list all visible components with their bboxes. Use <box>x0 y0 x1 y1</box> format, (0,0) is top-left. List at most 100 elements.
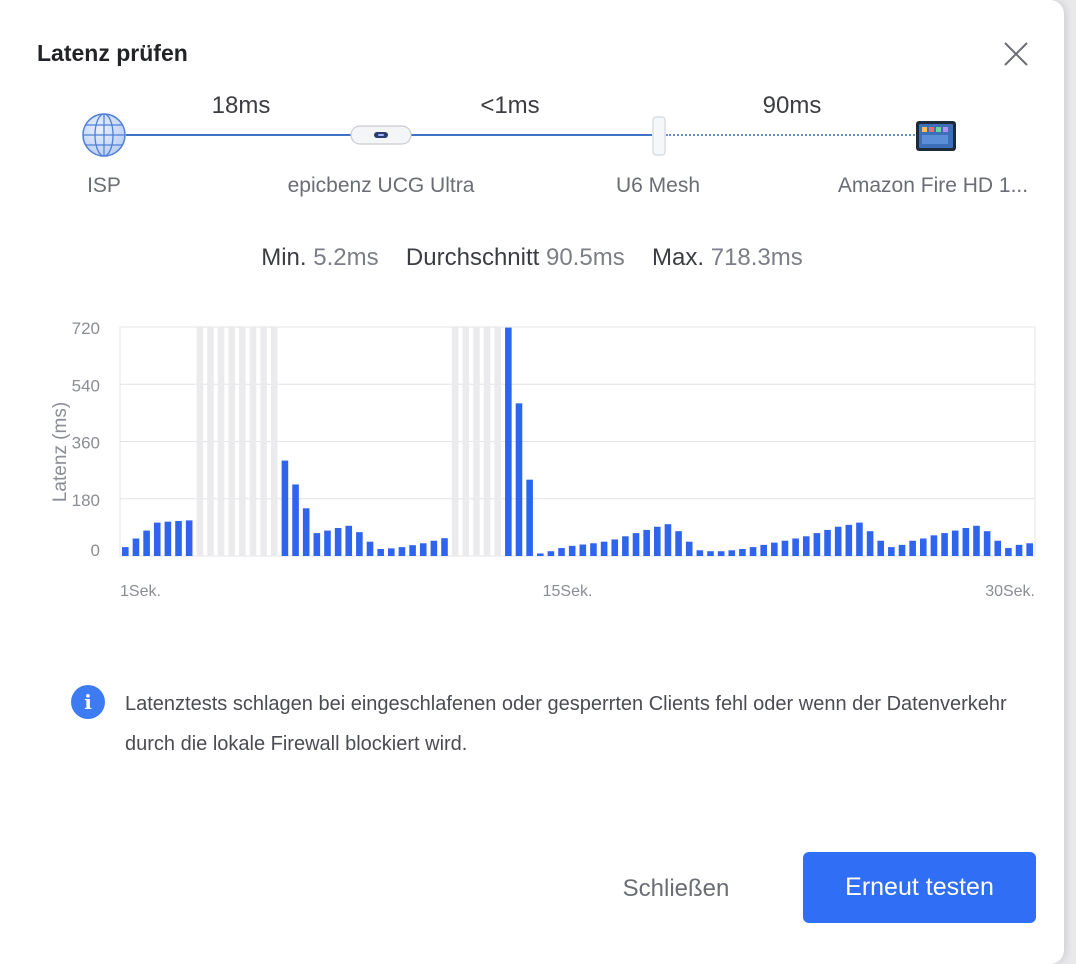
node-label-client: Amazon Fire HD 1... <box>837 174 1029 197</box>
chart-bar <box>685 541 693 556</box>
chart-bar <box>643 529 650 556</box>
latency-chart: 0 180 360 540 720 1Sek. 15Sek. 30Sek. Latenz (ms… <box>50 319 1036 600</box>
info-icon: i <box>71 685 105 719</box>
chart-failed-bar <box>451 327 459 556</box>
chart-bar <box>536 553 544 556</box>
chart-bar <box>313 533 321 556</box>
chart-bar <box>515 403 523 556</box>
link-gateway-ap <box>408 134 652 136</box>
globe-icon <box>82 113 126 157</box>
chart-bar <box>919 538 927 556</box>
chart-bar <box>994 540 1002 556</box>
chart-bar <box>962 528 970 556</box>
chart-bar <box>547 551 555 556</box>
chart-bar <box>1015 544 1023 556</box>
chart-bar <box>653 526 661 556</box>
access-point-icon <box>652 116 666 156</box>
chart-bar <box>388 548 395 556</box>
chart-bar <box>973 525 980 556</box>
chart-bar <box>164 521 172 556</box>
chart-bar <box>696 550 704 556</box>
close-button[interactable]: Schließen <box>600 856 752 922</box>
chart-failed-bar <box>462 327 470 556</box>
chart-bar <box>526 479 533 556</box>
chart-bar <box>366 541 374 556</box>
chart-bar <box>856 522 863 556</box>
chart-bar <box>760 544 767 556</box>
chart-bar <box>1026 543 1033 556</box>
chart-failed-bar <box>207 327 214 556</box>
chart-bar <box>441 538 448 556</box>
max-label: Max. <box>652 244 705 271</box>
latency-stats: Min. 5.2ms Durchschnitt 90.5ms Max. 718.… <box>0 244 1064 272</box>
chart-bar <box>909 540 916 556</box>
chart-failed-bar <box>196 327 204 556</box>
chart-failed-bar <box>483 327 491 556</box>
network-path: 18ms <1ms 90ms <box>0 0 1064 220</box>
chart-xtick-label: 1Sek. <box>120 583 161 600</box>
chart-failed-bar <box>217 327 225 556</box>
close-icon[interactable] <box>1000 38 1032 70</box>
chart-bar <box>1005 548 1012 556</box>
chart-bar <box>802 536 810 556</box>
chart-bar <box>356 532 363 556</box>
retest-button[interactable]: Erneut testen <box>803 852 1036 923</box>
chart-bar <box>632 533 640 556</box>
min-value: 5.2ms <box>313 244 379 271</box>
chart-bar <box>568 545 576 556</box>
chart-bar <box>951 530 959 556</box>
chart-bar <box>122 547 129 556</box>
chart-bar <box>324 530 331 556</box>
chart-failed-bar <box>239 327 246 556</box>
node-label-gateway: epicbenz UCG Ultra <box>287 174 475 197</box>
chart-bar <box>983 531 991 556</box>
chart-bar <box>345 525 353 556</box>
hop-latency-ap-client: 90ms <box>762 92 822 119</box>
tablet-icon <box>916 121 956 151</box>
chart-ytick-label: 0 <box>91 541 100 560</box>
hop-latency-isp-gateway: 18ms <box>211 92 271 119</box>
min-label: Min. <box>261 244 307 271</box>
chart-bar <box>707 551 714 556</box>
chart-bar <box>590 543 597 556</box>
chart-bar <box>622 536 629 556</box>
chart-bar <box>813 533 821 556</box>
chart-bar <box>888 547 895 556</box>
chart-bar <box>153 522 161 556</box>
chart-bar <box>824 529 831 556</box>
chart-ylabel: Latenz (ms) <box>50 402 71 502</box>
chart-xtick-label: 15Sek. <box>543 583 593 600</box>
chart-bar <box>409 545 416 556</box>
chart-bar <box>675 531 682 556</box>
chart-ytick-label: 180 <box>72 491 100 510</box>
chart-bar <box>292 484 299 556</box>
link-isp-gateway <box>126 134 354 136</box>
chart-bar <box>941 533 948 556</box>
info-message: Latenztests schlagen bei eingeschlafenen… <box>125 693 1007 755</box>
chart-failed-bar <box>260 327 267 556</box>
chart-ytick-label: 540 <box>72 376 100 395</box>
chart-bar <box>185 520 193 556</box>
chart-bar <box>792 538 799 556</box>
chart-bar <box>749 547 757 556</box>
chart-xtick-label: 30Sek. <box>985 583 1035 600</box>
node-label-access-point: U6 Mesh <box>615 174 701 197</box>
avg-value: 90.5ms <box>545 244 625 271</box>
chart-bar <box>834 526 842 556</box>
chart-failed-bar <box>270 327 278 556</box>
chart-bar <box>132 538 140 556</box>
chart-bar <box>505 327 512 556</box>
chart-bar <box>866 531 874 556</box>
chart-failed-bar <box>494 327 502 556</box>
chart-bar <box>728 550 736 556</box>
chart-bar <box>739 549 746 556</box>
chart-bar <box>600 541 608 556</box>
chart-bar <box>611 539 619 556</box>
chart-bar <box>771 542 778 556</box>
chart-bar <box>398 547 406 556</box>
hop-latency-gateway-ap: <1ms <box>480 92 540 119</box>
chart-bar <box>877 540 885 556</box>
chart-bar <box>143 530 150 556</box>
chart-bar <box>302 508 310 556</box>
chart-bar <box>558 548 565 556</box>
